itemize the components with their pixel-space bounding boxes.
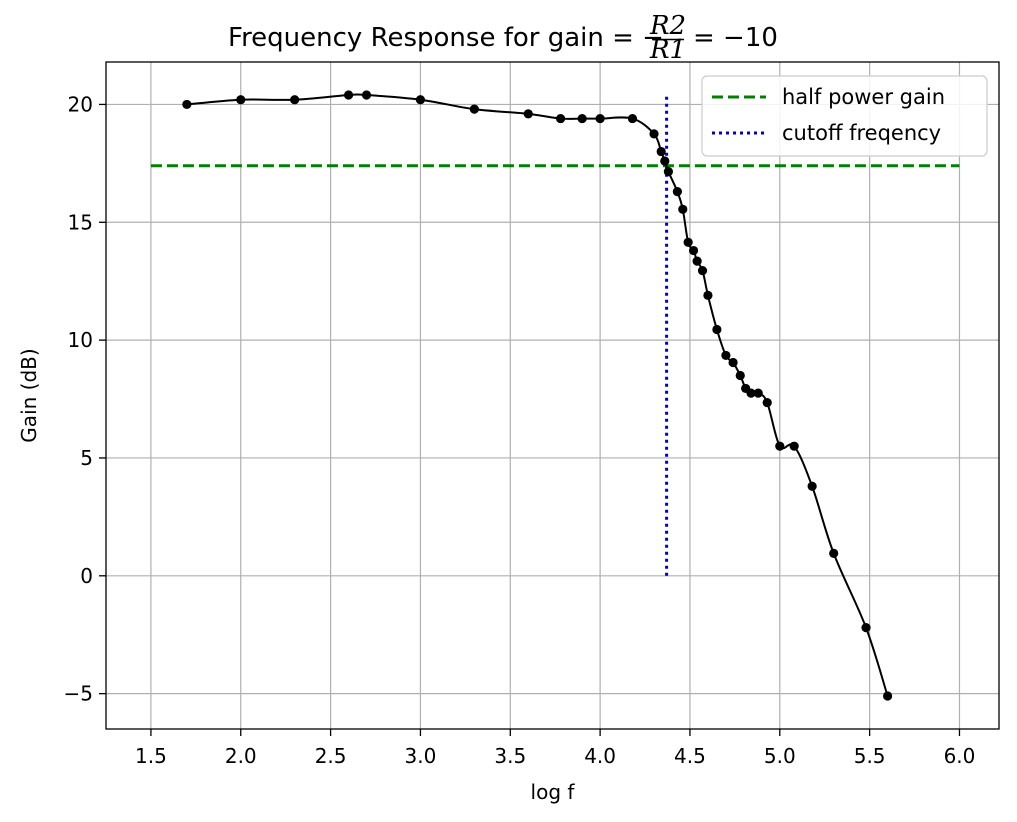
title-fraction-denominator: R1: [649, 35, 686, 65]
data-point: [678, 204, 688, 214]
data-point: [762, 397, 772, 408]
data-point: [753, 388, 763, 398]
legend-label-half-power-gain: half power gain: [782, 85, 945, 109]
y-tick-label: 20: [68, 92, 93, 116]
y-tick-label: 15: [68, 210, 93, 234]
x-tick-label: 6.0: [944, 744, 976, 768]
x-tick-label: 3.5: [494, 744, 526, 768]
title-fraction-numerator: R2: [649, 11, 686, 41]
data-point: [746, 388, 756, 398]
data-point: [697, 265, 708, 276]
x-tick-label: 1.5: [135, 744, 167, 768]
data-point: [861, 623, 871, 633]
data-point: [721, 350, 731, 361]
x-axis-ticks: 1.5 2.0 2.5 3.0 3.5 4.0 4.5 5.0 5.5 6.0: [135, 729, 975, 768]
data-point: [523, 109, 533, 119]
data-point: [712, 324, 722, 335]
data-point: [663, 166, 673, 177]
data-point: [343, 90, 354, 100]
x-tick-label: 2.0: [225, 744, 257, 768]
data-point: [660, 156, 670, 166]
data-point: [290, 95, 300, 105]
x-tick-label: 5.0: [764, 744, 796, 768]
grid: [106, 62, 999, 729]
x-tick-label: 3.0: [405, 744, 437, 768]
data-point: [361, 90, 372, 100]
data-point: [672, 187, 682, 197]
legend: half power gain cutoff freqency: [701, 75, 988, 157]
x-tick-label: 2.5: [315, 744, 347, 768]
x-tick-label: 4.0: [584, 744, 616, 768]
data-point: [703, 290, 713, 300]
data-point: [789, 441, 799, 451]
data-point: [577, 113, 587, 124]
title-prefix: Frequency Response for gain = −: [228, 23, 664, 53]
y-tick-label: 5: [80, 446, 93, 470]
y-axis-ticks: −5 0 5 10 15 20: [64, 92, 106, 706]
data-point: [236, 95, 246, 105]
data-point: [656, 146, 666, 157]
y-tick-label: 10: [68, 328, 93, 352]
data-point: [688, 245, 699, 256]
legend-label-cutoff-frequency: cutoff freqency: [782, 121, 941, 145]
data-point: [882, 691, 893, 701]
x-tick-label: 5.5: [854, 744, 886, 768]
data-point: [649, 129, 659, 139]
data-point: [469, 104, 479, 114]
y-tick-label: −5: [64, 682, 93, 706]
data-point: [627, 113, 638, 124]
data-point: [555, 113, 566, 124]
data-point: [807, 481, 817, 491]
data-point: [775, 441, 785, 451]
data-point: [595, 113, 605, 124]
data-point: [415, 95, 426, 105]
data-point: [735, 370, 745, 381]
y-tick-label: 0: [80, 564, 93, 588]
chart-title: Frequency Response for gain = − R2 R1 = …: [228, 11, 778, 65]
plot-frame: [105, 61, 1000, 730]
legend-box: [701, 75, 988, 157]
data-point: [728, 357, 738, 368]
data-point: [683, 237, 693, 247]
x-axis-label: log f: [531, 780, 576, 804]
x-tick-label: 4.5: [674, 744, 706, 768]
data-point: [182, 99, 192, 110]
y-axis-label: Gain (dB): [17, 348, 41, 442]
title-suffix: = −10: [693, 23, 778, 53]
data-point: [692, 256, 702, 266]
data-point: [829, 548, 839, 559]
series-layer: [150, 90, 960, 701]
